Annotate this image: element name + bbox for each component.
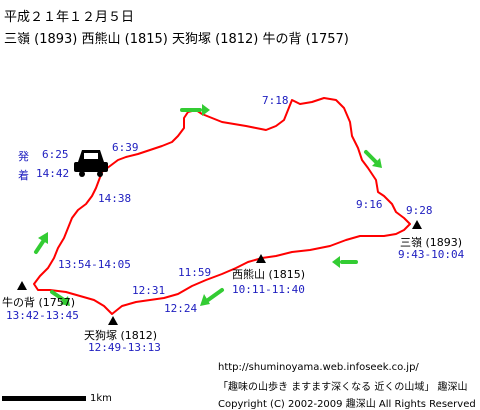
scale-bar [2, 396, 86, 401]
peak-marker-tengu [108, 316, 118, 325]
scale-label: 1km [90, 393, 112, 404]
waypoint-time: 14:38 [98, 192, 132, 205]
waypoint-time: 12:31 [132, 284, 166, 297]
footer-site: 「趣味の山歩き ますます深くなる 近くの山域」 趣深山 [218, 382, 468, 393]
arrive-label: 着 [18, 169, 29, 182]
arrow-southwest-icon [200, 288, 224, 306]
waypoint-time: 13:54-14:05 [58, 258, 131, 271]
peak-marker-ushinose [17, 281, 27, 290]
footer-url[interactable]: http://shuminoyama.web.infoseek.co.jp/ [218, 362, 419, 373]
peak-time-tengu: 12:49-13:13 [88, 341, 161, 354]
peak-time-sanrei: 9:43-10:04 [398, 248, 465, 261]
waypoint-time: 7:18 [262, 94, 289, 107]
car-icon [74, 150, 108, 177]
depart-time: 6:25 [42, 148, 69, 161]
map-date: 平成２１年１２月５日 [4, 10, 135, 25]
waypoint-time: 11:59 [178, 266, 212, 279]
peak-marker-sanrei [412, 220, 422, 229]
map-title-peaks: 三嶺 (1893) 西熊山 (1815) 天狗塚 (1812) 牛の背 (175… [4, 32, 349, 47]
direction-arrows [34, 104, 382, 306]
peak-time-nishikuma: 10:11-11:40 [232, 283, 305, 296]
arrow-southeast-icon [50, 290, 70, 306]
route-line [33, 97, 411, 315]
peak-name-sanrei: 三嶺 (1893) [400, 236, 463, 249]
peak-time-ushinose: 13:42-13:45 [6, 309, 79, 322]
arrow-southeast-icon [364, 150, 382, 168]
depart-label: 発 [18, 150, 29, 163]
peak-name-ushinose: 牛の背 (1757) [2, 296, 76, 309]
arrow-east-icon [180, 104, 210, 116]
peak-name-nishikuma: 西熊山 (1815) [232, 268, 306, 281]
waypoint-time: 9:28 [406, 204, 433, 217]
arrow-west-icon [332, 256, 358, 268]
peak-marker-nishikuma [256, 254, 266, 263]
waypoint-time: 12:24 [164, 302, 198, 315]
arrive-time: 14:42 [36, 167, 70, 180]
arrow-northeast-icon [34, 232, 48, 254]
waypoint-time: 9:16 [356, 198, 383, 211]
footer-copyright: Copyright (C) 2002-2009 趣深山 All Rights R… [218, 399, 476, 410]
peak-name-tengu: 天狗塚 (1812) [84, 329, 158, 342]
waypoint-time: 6:39 [112, 141, 139, 154]
